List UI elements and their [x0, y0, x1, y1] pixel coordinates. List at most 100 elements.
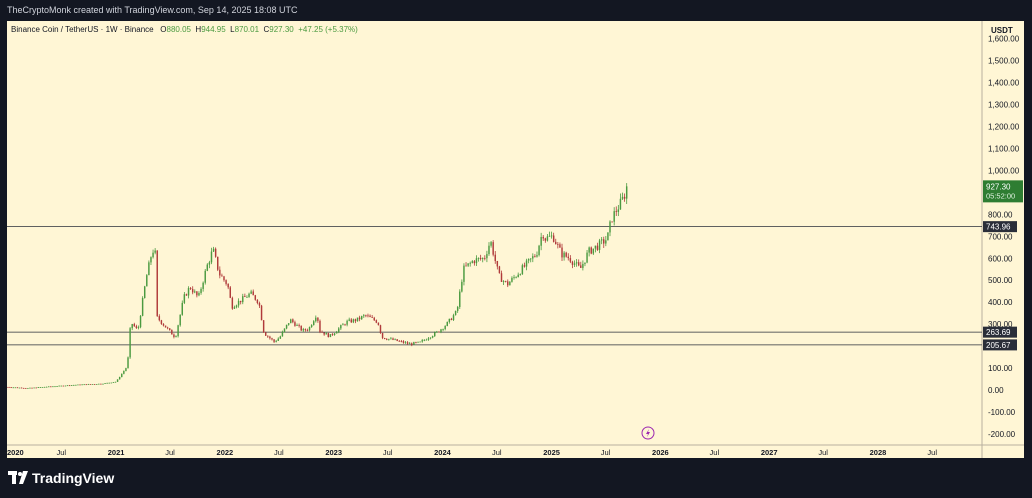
- candle-body: [16, 387, 19, 389]
- candle-body: [217, 256, 219, 270]
- events-lightning-icon[interactable]: [641, 426, 655, 440]
- attribution-bar: TheCryptoMonk created with TradingView.c…: [0, 0, 1032, 22]
- candle-body: [611, 221, 613, 223]
- candle-body: [54, 386, 56, 388]
- candle-body: [110, 382, 113, 384]
- candle-body: [404, 342, 407, 344]
- candle-body: [267, 335, 269, 337]
- candle-body: [444, 325, 446, 330]
- candle-body: [137, 327, 140, 329]
- candle-body: [479, 257, 482, 259]
- candle-body: [242, 296, 244, 303]
- candle-body: [306, 330, 309, 331]
- candle-body: [246, 296, 248, 298]
- tradingview-brand[interactable]: TradingView: [32, 470, 115, 486]
- candle-body: [106, 382, 108, 384]
- candle-body: [605, 240, 607, 244]
- x-tick-label: 2027: [761, 448, 778, 457]
- last-price-countdown: 05:52:00: [986, 191, 1015, 200]
- candle-body: [179, 314, 181, 326]
- candle-body: [555, 241, 557, 245]
- candle-body: [321, 331, 323, 333]
- x-tick-label: 2024: [434, 448, 452, 457]
- candle-body: [214, 248, 217, 257]
- low-label: L: [230, 25, 235, 34]
- candle-body: [235, 305, 238, 308]
- candle-body: [206, 264, 209, 271]
- candle-body: [143, 286, 146, 299]
- candle-body: [580, 265, 582, 268]
- candle-body: [486, 254, 488, 259]
- tradingview-logo-icon[interactable]: [8, 471, 30, 485]
- candle-body: [386, 338, 388, 340]
- candle-body: [277, 338, 279, 341]
- candle-body: [411, 343, 413, 345]
- candle-body: [540, 237, 542, 246]
- candle-body: [534, 256, 536, 258]
- candle-body: [429, 337, 432, 339]
- candle-body: [436, 331, 438, 333]
- candle-body: [31, 387, 33, 389]
- candle-body: [502, 281, 505, 282]
- candle-body: [93, 384, 96, 385]
- candle-body: [527, 258, 530, 261]
- candle-body: [342, 324, 344, 326]
- candle-body: [187, 288, 190, 296]
- candle-body: [279, 336, 282, 339]
- candle-body: [275, 340, 277, 342]
- candle-body: [331, 334, 334, 335]
- candle-body: [79, 384, 81, 386]
- candle-body: [200, 288, 202, 293]
- y-tick-label: 1,500.00: [988, 57, 1020, 66]
- candle-body: [469, 262, 471, 264]
- candle-body: [532, 256, 534, 259]
- candle-body: [544, 238, 547, 241]
- candle-body: [621, 196, 624, 199]
- candle-body: [158, 316, 161, 321]
- attribution-text: TheCryptoMonk created with TradingView.c…: [7, 5, 298, 15]
- candle-body: [225, 280, 227, 284]
- candle-body: [625, 186, 628, 199]
- candle-body: [85, 384, 88, 386]
- candle-body: [273, 339, 275, 342]
- candle-body: [519, 274, 522, 276]
- candle-body: [166, 327, 169, 329]
- candle-body: [417, 341, 419, 343]
- x-tick-label: 2023: [325, 448, 342, 457]
- candle-body: [561, 247, 563, 258]
- candle-body: [390, 338, 392, 340]
- candle-body: [454, 310, 457, 316]
- candle-body: [456, 306, 459, 311]
- candle-body: [408, 343, 411, 345]
- y-tick-label: 1,400.00: [988, 79, 1020, 88]
- symbol-label[interactable]: Binance Coin / TetherUS · 1W · Binance: [11, 25, 154, 34]
- candle-body: [517, 274, 519, 278]
- candle-body: [348, 319, 350, 321]
- candle-body: [196, 291, 198, 296]
- candle-body: [575, 262, 578, 264]
- candle-body: [37, 387, 40, 388]
- candle-body: [438, 331, 440, 333]
- candle-body: [358, 317, 361, 320]
- candle-body: [264, 332, 267, 336]
- chart-panel[interactable]: -200.00-100.000.00100.00200.00300.00400.…: [7, 21, 1024, 458]
- price-chart-svg[interactable]: -200.00-100.000.00100.00200.00300.00400.…: [7, 21, 1024, 458]
- candle-body: [112, 382, 115, 384]
- x-tick-label: 2025: [543, 448, 560, 457]
- candle-body: [513, 277, 515, 278]
- candle-body: [475, 258, 478, 264]
- candle-body: [548, 235, 551, 237]
- candle-body: [50, 386, 52, 388]
- candle-body: [35, 387, 37, 389]
- candle-body: [396, 339, 398, 341]
- price-unit-label[interactable]: USDT: [991, 26, 1013, 35]
- candle-body: [108, 382, 110, 384]
- candle-body: [354, 319, 357, 322]
- y-tick-label: 0.00: [988, 386, 1004, 395]
- candle-body: [296, 325, 298, 326]
- candle-body: [484, 258, 486, 259]
- candle-body: [371, 317, 373, 318]
- candle-body: [477, 257, 480, 259]
- candle-body: [175, 336, 177, 337]
- candle-body: [504, 281, 507, 282]
